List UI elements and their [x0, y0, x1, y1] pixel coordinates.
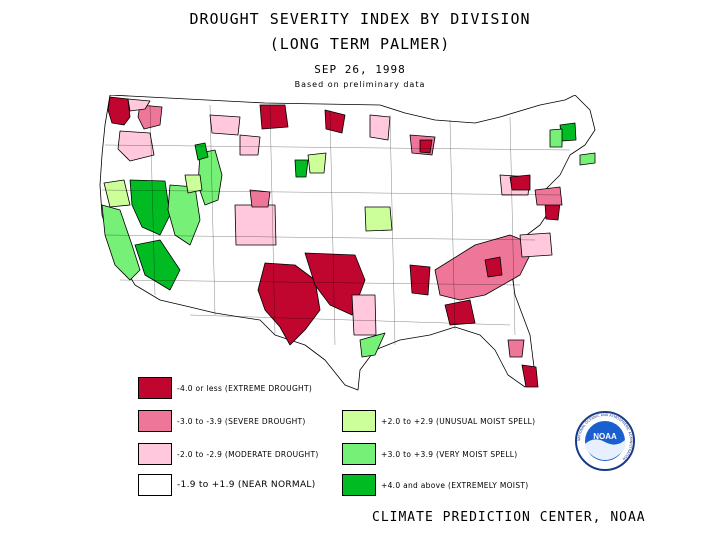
map-title: DROUGHT SEVERITY INDEX BY DIVISION	[189, 10, 531, 28]
region-sd	[239, 134, 261, 156]
noaa-logo-text: NOAA	[593, 432, 617, 441]
region-nd-moist	[307, 152, 327, 174]
region-al-extreme	[484, 256, 503, 278]
region-se-band	[434, 234, 536, 301]
region-ne-pink	[534, 186, 563, 206]
region-ar	[409, 264, 431, 296]
legend-item-very-moist: +3.0 to +3.9 (VERY MOIST SPELL)	[342, 443, 518, 465]
region-wy-spot	[194, 142, 209, 161]
region-mn-north	[259, 104, 289, 130]
legend-item-moderate-drought: -2.0 to -2.9 (MODERATE DROUGHT)	[138, 443, 319, 465]
region-nd-green	[294, 159, 309, 178]
region-fl-mid	[507, 339, 525, 358]
region-vt	[559, 122, 577, 142]
map-date: SEP 26, 1998	[314, 63, 406, 76]
region-ny-west	[509, 174, 531, 191]
legend-label: -3.0 to -3.9 (SEVERE DROUGHT)	[177, 416, 306, 426]
legend-item-severe-drought: -3.0 to -3.9 (SEVERE DROUGHT)	[138, 410, 306, 432]
legend-swatch	[342, 474, 376, 496]
region-md-de	[544, 202, 561, 221]
region-tx-east	[351, 294, 377, 336]
region-nc-va	[519, 232, 553, 258]
region-tx-central	[257, 262, 321, 346]
region-wa-east	[137, 104, 163, 130]
region-ks-east	[249, 189, 271, 208]
region-mi-spot	[419, 139, 433, 154]
region-wi	[369, 114, 391, 141]
legend-swatch	[342, 443, 376, 465]
region-ga-extreme	[444, 299, 476, 326]
region-mt	[209, 114, 241, 136]
legend-label: -2.0 to -2.9 (MODERATE DROUGHT)	[177, 449, 319, 459]
legend-label: +3.0 to +3.9 (VERY MOIST SPELL)	[381, 449, 518, 459]
division-boundaries	[101, 104, 571, 346]
legend-item-extremely-moist: +4.0 and above (EXTREMELY MOIST)	[342, 474, 529, 496]
legend-swatch	[138, 410, 172, 432]
region-ca-north	[103, 179, 131, 208]
region-ne-moist	[364, 206, 393, 232]
legend-swatch	[138, 474, 172, 496]
region-ma	[579, 152, 596, 166]
legend-swatch	[342, 410, 376, 432]
data-note: Based on preliminary data	[294, 80, 426, 89]
noaa-logo: NOAA NATIONAL OCEANIC AND ATMOSPHERIC AD…	[575, 411, 635, 471]
legend-label: +4.0 and above (EXTREMELY MOIST)	[381, 480, 529, 490]
region-ok	[304, 252, 366, 316]
us-drought-map	[99, 95, 596, 391]
region-id-south	[184, 174, 203, 194]
region-ca-south	[134, 239, 181, 291]
legend-label: -4.0 or less (EXTREME DROUGHT)	[177, 383, 313, 393]
map-subtitle: (LONG TERM PALMER)	[269, 35, 451, 53]
region-co	[234, 204, 277, 246]
legend-label: -1.9 to +1.9 (NEAR NORMAL)	[177, 480, 316, 490]
legend-item-extreme-drought: -4.0 or less (EXTREME DROUGHT)	[138, 377, 312, 399]
region-or	[117, 130, 155, 162]
region-wa-west	[107, 96, 131, 126]
region-nv	[129, 179, 171, 236]
legend-item-near-normal: -1.9 to +1.9 (NEAR NORMAL)	[138, 474, 316, 496]
region-fl-south	[521, 364, 539, 388]
region-tx-coast	[359, 332, 386, 358]
legend-swatch	[138, 377, 172, 399]
region-nh	[549, 128, 563, 148]
region-wa-north	[127, 98, 151, 112]
footer-credit: CLIMATE PREDICTION CENTER, NOAA	[372, 510, 646, 525]
legend-label: +2.0 to +2.9 (UNUSUAL MOIST SPELL)	[381, 416, 536, 426]
legend-item-unusual-moist: +2.0 to +2.9 (UNUSUAL MOIST SPELL)	[342, 410, 535, 432]
legend-swatch	[138, 443, 172, 465]
region-ca-coast	[101, 204, 141, 281]
